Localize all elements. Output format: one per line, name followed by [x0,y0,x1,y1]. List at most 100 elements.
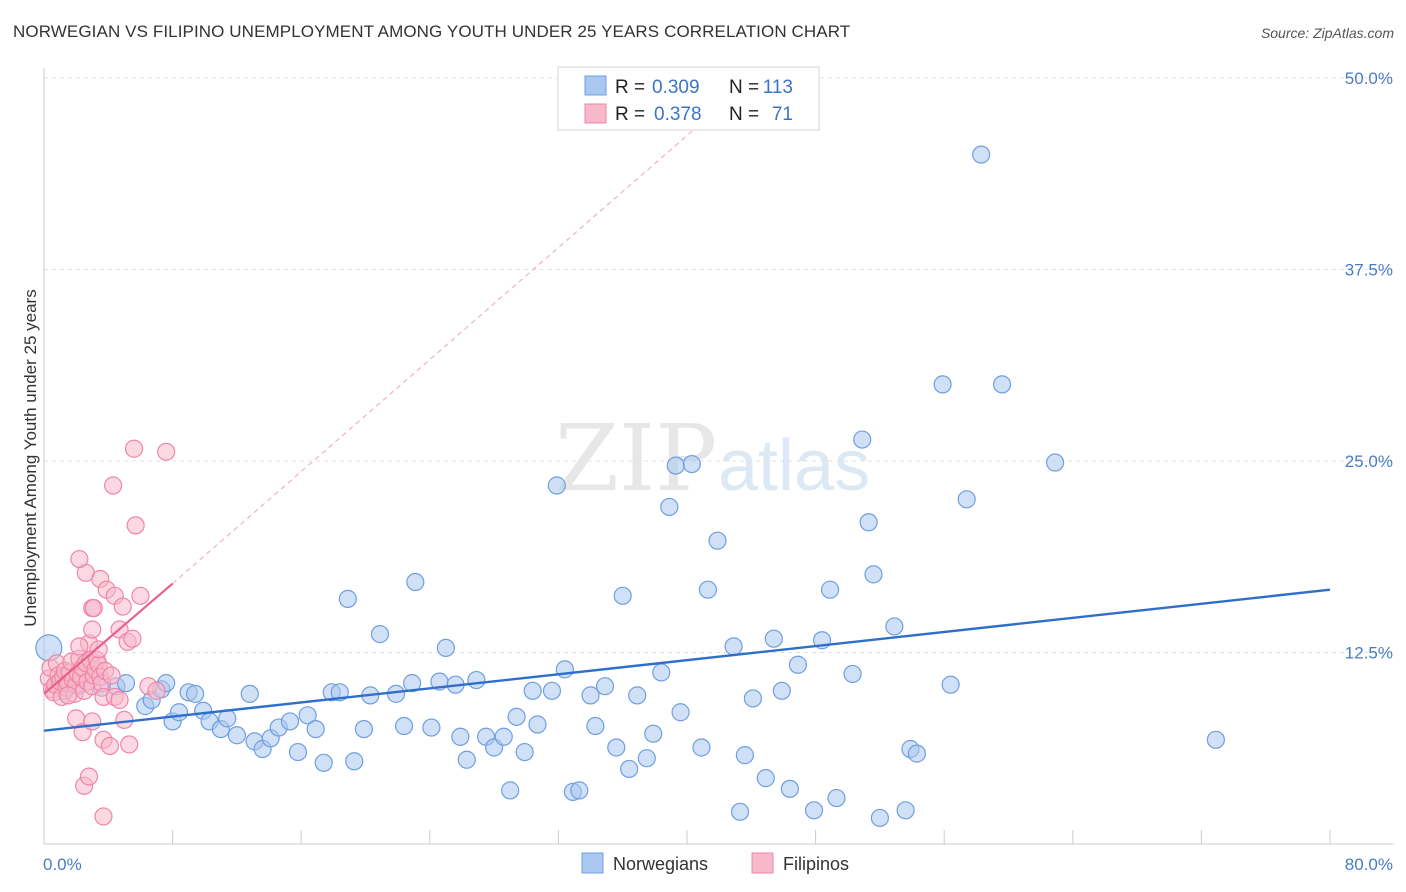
filipinos-point [70,637,89,656]
filipinos-point [124,439,144,458]
norwegians-trendline [43,588,1331,732]
filipinos-point [147,681,166,700]
x-tick-labels: 0.0% 80.0% [43,855,1393,874]
norwegians-point [843,664,862,684]
norwegians-point [240,684,259,703]
norwegians-point [735,746,754,765]
norwegians-point [457,750,476,769]
norwegians-point [547,476,566,495]
norwegians-point [345,752,364,771]
norwegians-point [467,670,486,690]
filipinos-point [115,710,134,730]
norwegians-point [692,738,711,757]
norwegians-point [671,703,690,722]
norwegians-point [941,675,960,694]
norwegians-point [907,744,926,763]
norwegians-point [354,719,373,739]
trendlines [43,582,1331,732]
norwegians-point [666,456,685,475]
filipinos-trendline [43,582,174,695]
norwegians-point [788,655,808,674]
legend-swatch-filipinos [751,852,774,874]
norwegians-point [338,589,357,608]
legend-n-value-filipinos: 71 [772,104,793,125]
legend-label-filipinos: Filipinos [783,854,849,874]
norwegians-point [613,586,632,605]
filipinos-point [70,549,89,569]
norwegians-point [756,769,775,788]
y-tick-labels: 12.5% 25.0% 37.5% 50.0% [1345,69,1393,663]
norwegians-point [523,681,542,700]
norwegians-point [853,430,872,449]
filipinos-points [39,439,176,826]
norwegians-point [227,726,246,745]
norwegians-point [644,724,663,743]
series-legend: Norwegians Filipinos [581,852,849,874]
watermark: ZIP atlas [555,405,870,512]
y-tick-label: 37.5% [1345,261,1393,280]
filipinos-point [83,620,102,639]
legend-r-label: R = [615,77,645,98]
legend-swatch-norwegians [581,852,604,874]
norwegians-point [864,565,883,584]
norwegians-point [542,681,562,700]
norwegians-point [957,490,976,509]
norwegians-point [743,689,763,708]
norwegians-point [595,677,615,696]
norwegians-point [708,531,727,550]
norwegians-point [451,727,470,746]
filipinos-point [59,686,78,705]
trendline-extension [172,128,696,585]
norwegians-point [422,718,441,737]
norwegians-point [764,629,783,648]
legend-swatch-filipinos [584,103,607,124]
filipinos-point [84,598,103,618]
norwegians-point [724,637,743,656]
norwegians-point [820,580,840,599]
norwegians-point [620,759,639,779]
norwegians-point [169,703,189,722]
norwegians-point [1046,453,1065,472]
norwegians-point [933,375,952,394]
norwegians-point [804,801,824,820]
norwegians-point [298,706,317,725]
axes [43,68,1394,845]
legend-n-label: N = [729,77,759,98]
y-tick-label: 25.0% [1345,452,1393,471]
stats-legend: R = 0.309 N = 113 R = 0.378 N = 71 [557,66,820,131]
norwegians-point [186,684,205,703]
filipinos-point [110,690,129,710]
norwegians-point [370,625,390,644]
chart-source: Source: ZipAtlas.com [1260,25,1394,41]
norwegians-point [730,802,750,821]
legend-r-value-filipinos: 0.378 [654,104,702,125]
norwegians-point [501,781,520,800]
norwegians-point [288,742,308,762]
norwegians-point [1206,730,1225,749]
norwegians-point [780,779,799,798]
filipinos-point [131,586,150,605]
norwegians-point [570,781,589,800]
filipinos-point [123,629,142,648]
norwegians-point [528,715,547,734]
chart-title: NORWEGIAN VS FILIPINO UNEMPLOYMENT AMONG… [13,22,851,41]
filipinos-trendline-extension [172,128,696,585]
norwegians-point [652,663,671,682]
legend-n-label: N = [729,104,759,125]
norwegians-point [827,788,846,808]
filipinos-point [120,735,139,754]
filipinos-point [104,476,123,495]
x-tick-label: 80.0% [1345,855,1393,874]
norwegians-point [885,617,904,636]
watermark-atlas: atlas [718,426,870,506]
legend-swatch-norwegians [584,75,607,96]
filipinos-point [89,640,108,659]
norwegians-point [637,749,656,768]
norwegians-point [992,375,1012,394]
norwegians-point [607,738,626,757]
norwegians-point [859,513,878,532]
norwegians-point [218,709,237,728]
y-axis-label: Unemployment Among Youth under 25 years [21,289,40,626]
norwegians-point [116,674,136,693]
